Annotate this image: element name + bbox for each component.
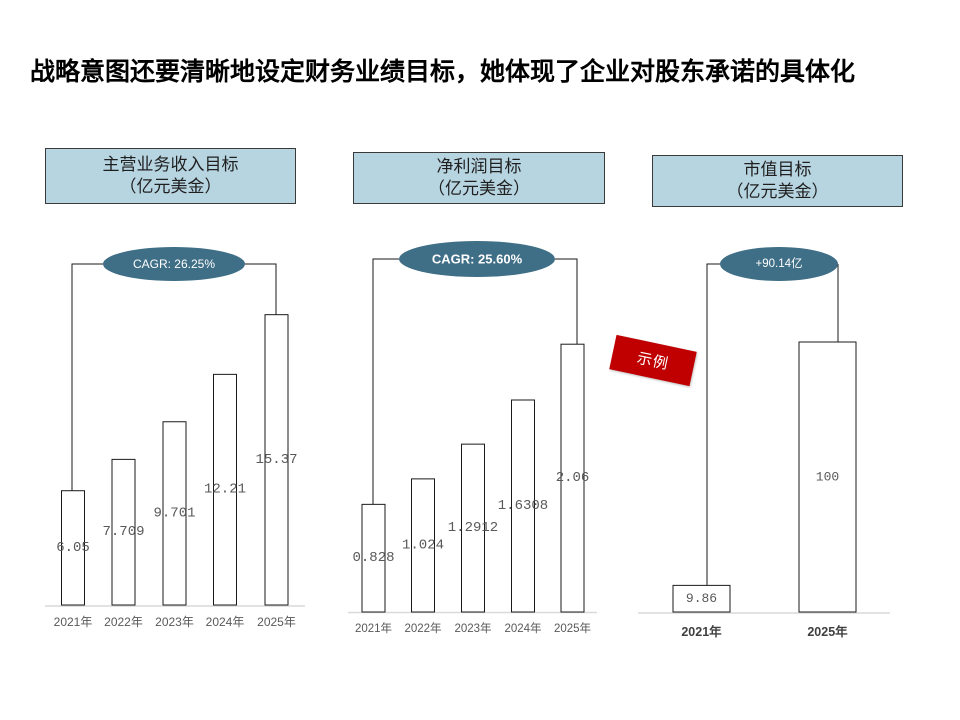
slide-title: 战略意图还要清晰地设定财务业绩目标，她体现了企业对股东承诺的具体化 [30, 58, 856, 86]
category-label: 2022年 [404, 621, 441, 635]
category-label: 2023年 [155, 615, 194, 629]
bracket-left [71, 263, 103, 491]
value-label: 0.828 [352, 550, 394, 566]
revenue-chart: CAGR: 26.25% 6.05 2021年 7.709 2022年 9.701 2023… [45, 247, 305, 629]
value-label: 1.6308 [498, 498, 548, 514]
category-label: 2021年 [54, 615, 93, 629]
value-label: 9.86 [686, 591, 717, 606]
value-label: 2.06 [556, 470, 590, 486]
bracket-right [555, 258, 578, 345]
bracket-right [245, 263, 277, 315]
bar-2021 [672, 584, 731, 613]
bar-2022 [111, 458, 136, 606]
bar-2025 [798, 341, 857, 613]
annotation-badge [103, 247, 245, 281]
sample-stamp-label: 示例 [635, 349, 671, 374]
category-label: 2021年 [681, 624, 722, 639]
annotation-label: +90.14亿 [756, 257, 803, 270]
value-label: 100 [816, 470, 839, 485]
category-label: 2024年 [504, 621, 541, 635]
bracket-left [706, 263, 720, 586]
market-value-target-unit: （亿元美金） [726, 182, 829, 201]
bar-2023 [162, 421, 187, 606]
value-label: 7.709 [102, 524, 144, 540]
market-value-chart: +90.14亿 9.86 2021年 100 2025年 [638, 247, 890, 639]
bar-2022 [411, 478, 435, 613]
bar-2021 [61, 490, 85, 606]
revenue-target-unit: （亿元美金） [119, 177, 222, 196]
revenue-target-title: 主营业务收入目标 [102, 155, 239, 174]
value-label: 1.2912 [448, 520, 498, 536]
category-label: 2025年 [554, 621, 591, 635]
net-profit-target-unit: （亿元美金） [428, 179, 530, 198]
category-label: 2025年 [257, 615, 296, 629]
value-label: 9.701 [153, 505, 195, 521]
category-label: 2024年 [206, 615, 245, 629]
net-profit-target-header: 净利润目标 （亿元美金） [353, 152, 605, 204]
bar-2025 [560, 343, 585, 613]
category-label: 2021年 [355, 621, 392, 635]
annotation-label: CAGR: 26.25% [133, 257, 215, 271]
market-value-target-header: 市值目标 （亿元美金） [652, 155, 903, 207]
net-profit-chart: CAGR: 25.60% 0.828 2021年 1.024 2022年 1.2912 20… [348, 241, 597, 635]
bar-2024 [213, 373, 237, 606]
revenue-target-header: 主营业务收入目标 （亿元美金） [45, 148, 296, 204]
value-label: 1.024 [402, 537, 444, 553]
value-label: 6.05 [56, 540, 90, 556]
value-label: 12.21 [204, 482, 246, 498]
bar-2023 [461, 443, 485, 613]
annotation-badge [399, 241, 555, 277]
category-label: 2025年 [807, 624, 848, 639]
market-value-target-title: 市值目标 [743, 160, 812, 179]
category-label: 2023年 [454, 621, 491, 635]
annotation-badge [720, 247, 838, 281]
value-label: 15.37 [255, 452, 297, 468]
annotation-label: CAGR: 25.60% [432, 252, 523, 267]
net-profit-target-title: 净利润目标 [436, 157, 522, 176]
bar-2024 [511, 399, 535, 613]
category-label: 2022年 [104, 615, 143, 629]
bracket-left [372, 258, 399, 505]
